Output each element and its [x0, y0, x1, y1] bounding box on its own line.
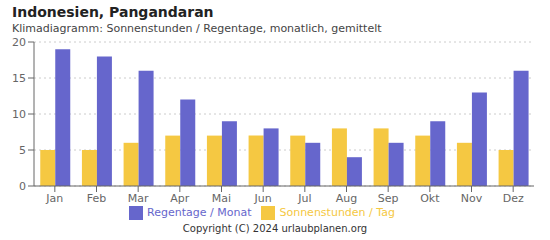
- svg-text:Jan: Jan: [45, 192, 63, 205]
- html-text:Klimadiagramm: Sonnenstunden /: Klimadiagramm: Sonnenstunden / Regentage…: [12, 22, 382, 35]
- svg-text:15: 15: [12, 72, 26, 85]
- svg-text:Mai: Mai: [212, 192, 231, 205]
- svg-text:Feb: Feb: [87, 192, 106, 205]
- html-text:Copyright (C) 2024 urlaubplane: Copyright (C) 2024 urlaubplanen.org: [182, 223, 368, 234]
- svg-text:Nov: Nov: [461, 192, 483, 205]
- svg-text:5: 5: [19, 144, 26, 157]
- html-text:Regentage / Monat: Regentage / Monat: [147, 206, 252, 219]
- svg-text:Jun: Jun: [254, 192, 272, 205]
- svg-text:Apr: Apr: [170, 192, 190, 205]
- svg-text:Sep: Sep: [378, 192, 399, 205]
- svg-text:Jul: Jul: [297, 192, 311, 205]
- html-text:Indonesien, Pangandaran: Indonesien, Pangandaran: [12, 4, 214, 20]
- svg-text:20: 20: [12, 36, 26, 49]
- svg-text:10: 10: [12, 108, 26, 121]
- svg-text:0: 0: [19, 180, 26, 193]
- svg-text:Mar: Mar: [128, 192, 149, 205]
- svg-text:Dez: Dez: [503, 192, 524, 205]
- svg-text:Aug: Aug: [336, 192, 357, 205]
- html-text:Sonnenstunden / Tag: Sonnenstunden / Tag: [279, 206, 395, 219]
- svg-text:Okt: Okt: [420, 192, 440, 205]
